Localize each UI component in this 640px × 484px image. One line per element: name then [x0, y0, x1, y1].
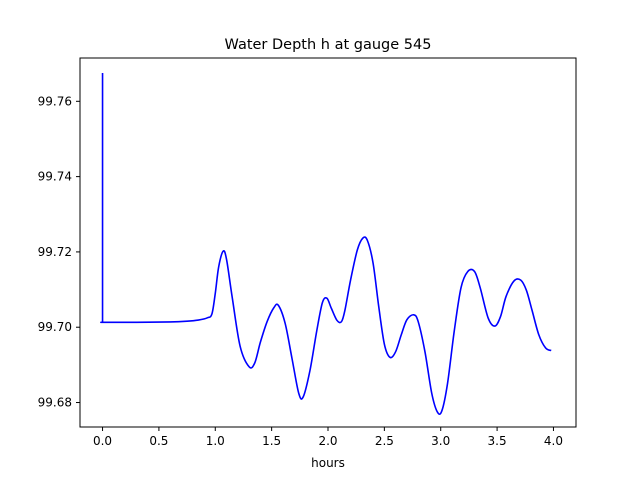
x-tick-label: 3.0 [431, 434, 450, 448]
x-tick-label: 2.5 [375, 434, 394, 448]
y-tick-label: 99.74 [38, 170, 72, 184]
plot-area: 0.0 0.5 1.0 1.5 2.0 2.5 3.0 3.5 4.0 99.68 99.70 99.… [38, 57, 577, 448]
x-tick-label: 4.0 [544, 434, 563, 448]
y-tick-label: 99.70 [38, 320, 72, 334]
y-tick-label: 99.68 [38, 396, 72, 410]
y-tick-label: 99.76 [38, 94, 72, 108]
x-axis-label: hours [311, 456, 345, 470]
x-tick-label: 3.5 [488, 434, 507, 448]
x-tick-label: 0.5 [149, 434, 168, 448]
chart-title: Water Depth h at gauge 545 [225, 37, 432, 53]
x-tick-label: 2.0 [318, 434, 337, 448]
x-tick-label: 0.0 [93, 434, 112, 448]
y-tick-label: 99.72 [38, 245, 72, 259]
series-line [100, 73, 552, 416]
x-tick-label: 1.0 [206, 434, 225, 448]
x-tick-label: 1.5 [262, 434, 281, 448]
